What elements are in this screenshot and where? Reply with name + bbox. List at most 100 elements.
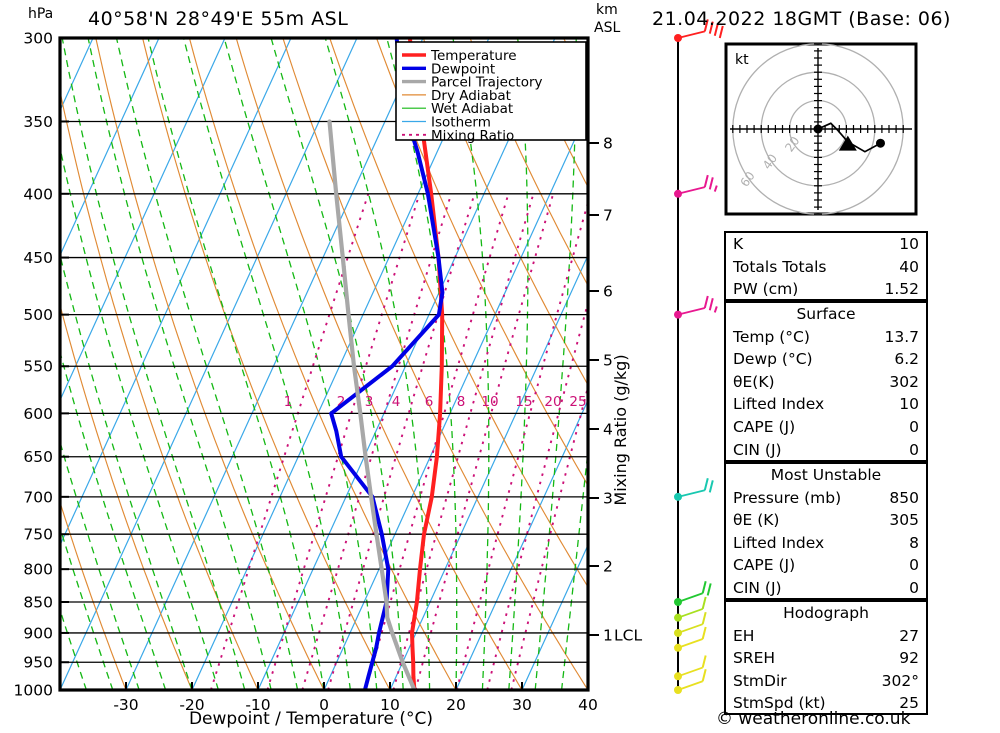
mixing-ratio-label: 10 (481, 394, 498, 410)
stat-label: StmDir (733, 671, 787, 690)
stat-value: 0 (909, 440, 919, 459)
pressure-tick-label: 500 (23, 306, 53, 324)
mixing-ratio-label: 15 (515, 394, 532, 410)
isotherm-line (257, 38, 556, 690)
temperature-tick-label: 10 (380, 696, 400, 714)
isotherm-line (521, 543, 588, 690)
mixing-ratio-label: 4 (392, 394, 401, 410)
surface-title: Surface (796, 305, 856, 323)
mixing-ratio-label: 3 (365, 394, 374, 410)
wind-barb-full (708, 480, 714, 493)
pressure-axis: 300 350 400 450 500 550 600 650 700 750 800 850 900 9… (14, 30, 69, 700)
pressure-tick-label: 800 (23, 561, 53, 579)
stat-value: 10 (899, 235, 919, 253)
isotherm-line (60, 38, 358, 690)
wind-barb-full (713, 23, 719, 37)
temperature-tick-label: 0 (319, 696, 329, 714)
pressure-tick-label: 650 (23, 448, 53, 466)
surface-box: Surface Temp (°C) 13.7 Dewp (°C) 6.2 θE(K) 302… (724, 301, 928, 462)
stat-label: Lifted Index (733, 395, 825, 414)
wind-barb-full (718, 25, 724, 39)
mixing-ratio-label: 1 (284, 394, 293, 410)
height-tick-label: 2 (603, 558, 613, 576)
stat-value: 13.7 (884, 327, 919, 346)
surface-row: Temp (°C) 13.7 (726, 326, 926, 349)
wind-barb-half (713, 306, 718, 313)
hodograph-row: StmSpd (kt) 25 (726, 692, 926, 715)
mixing-ratio-label: 8 (457, 394, 466, 410)
pressure-tick-label: 450 (23, 249, 53, 267)
stat-value: 8 (909, 533, 919, 552)
stat-value: 302° (881, 671, 919, 690)
wind-barb-staff (677, 186, 705, 195)
wind-barbs (674, 19, 724, 694)
pressure-tick-label: 400 (23, 185, 53, 203)
mixing-ratio-label: 2 (337, 394, 346, 410)
wind-barb-staff (677, 489, 705, 498)
dry-adiabat-line (938, 38, 1000, 690)
stat-value: 6.2 (894, 350, 919, 369)
lcl-label: LCL (614, 627, 642, 645)
wind-barb-staff (677, 608, 703, 619)
stat-value: 0 (909, 578, 919, 597)
hodograph-row: StmDir 302° (726, 670, 926, 693)
mixing-ratio-label: 25 (569, 394, 586, 410)
pressure-tick-label: 300 (23, 30, 53, 48)
stat-label: K (733, 235, 744, 253)
stat-label: CIN (J) (733, 578, 782, 597)
height-unit-label-km: km (596, 2, 618, 18)
pressure-tick-label: 750 (23, 526, 53, 544)
pressure-tick-label: 350 (23, 113, 53, 131)
stat-label: Temp (°C) (733, 327, 810, 346)
height-tick-label: 1 (603, 627, 613, 645)
hodograph-row: SREH 92 (726, 647, 926, 670)
parcel-trajectory-line (327, 119, 417, 690)
wind-barb-full (701, 669, 707, 682)
pressure-tick-label: 550 (23, 358, 53, 376)
stat-label: CAPE (J) (733, 556, 796, 575)
index-row: K 10 (726, 233, 926, 256)
stat-label: Lifted Index (733, 533, 825, 552)
temperature-tick-label: 40 (578, 696, 598, 714)
temperature-tick-label: -20 (179, 696, 204, 714)
stat-value: 40 (899, 257, 919, 276)
height-tick-label: 8 (603, 135, 613, 153)
temperature-tick-label: -30 (113, 696, 138, 714)
mixing-ratio-label: 6 (425, 394, 434, 410)
hodograph-origin-dot (813, 124, 823, 134)
legend-label-2: Dewpoint (431, 61, 495, 77)
wet-adiabat-line (223, 38, 378, 690)
stat-label: Totals Totals (733, 257, 827, 276)
stat-label: θE(K) (733, 372, 775, 391)
datetime-label: 21.04.2022 18GMT (Base: 06) (652, 8, 951, 30)
x-axis-label: Dewpoint / Temperature (°C) (189, 709, 433, 729)
height-unit-label-asl: ASL (594, 20, 621, 36)
index-row: PW (cm) 1.52 (726, 278, 926, 301)
stat-value: 305 (889, 511, 919, 530)
stat-label: Dewp (°C) (733, 350, 813, 369)
most-unstable-row: CIN (J) 0 (726, 577, 926, 600)
temperature-axis: -30 -20 -10 0 10 20 30 40 (113, 682, 598, 714)
wind-barb-staff (677, 307, 705, 316)
temperature-tick-label: 20 (446, 696, 466, 714)
wind-barb-staff (677, 623, 703, 634)
pressure-unit-label: hPa (28, 6, 54, 22)
wind-barb-staff (677, 30, 705, 39)
surface-row: CAPE (J) 0 (726, 416, 926, 439)
wind-barb-full (701, 596, 707, 610)
dry-adiabat-line (469, 38, 588, 287)
hodograph-unit-label: kt (735, 52, 749, 68)
pressure-tick-label: 850 (23, 593, 53, 611)
hodograph-stats-box: Hodograph EH 27 SREH 92 StmDir 302° StmSpd (kt)… (724, 600, 928, 715)
wind-barb-staff (677, 666, 703, 678)
stat-label: StmSpd (kt) (733, 694, 826, 713)
stat-label: CIN (J) (733, 440, 782, 459)
index-row: Totals Totals 40 (726, 256, 926, 279)
height-axis: 1 2 3 4 5 6 7 8 LCL (588, 135, 642, 645)
most-unstable-row: Pressure (mb) 850 (726, 487, 926, 510)
stat-value: 27 (899, 626, 919, 645)
legend-label-4: Dry Adiabat (431, 88, 511, 104)
isotherm-line (60, 38, 160, 257)
